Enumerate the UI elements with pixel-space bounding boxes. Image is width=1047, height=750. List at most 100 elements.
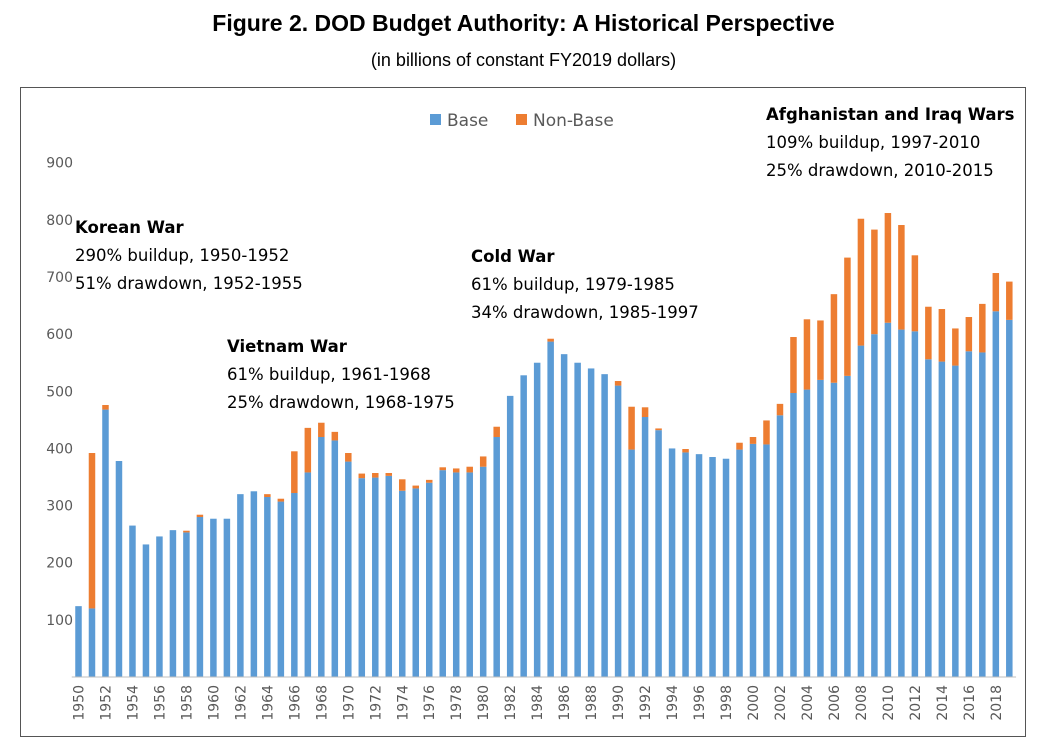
bar-base: [992, 311, 1000, 677]
bar-base: [911, 331, 919, 677]
bar-nonbase: [183, 530, 190, 533]
y-tick-label: 400: [46, 441, 73, 457]
bar-base: [790, 393, 797, 677]
x-tick-label: 1960: [206, 685, 222, 721]
bar-base: [452, 472, 460, 677]
bar-base: [560, 354, 568, 677]
x-tick-label: 1980: [476, 685, 492, 721]
x-tick-label: 1966: [287, 685, 303, 721]
bar-nonbase: [304, 427, 312, 473]
bar-base: [709, 457, 716, 677]
annotation-afghan-line1: 109% buildup, 1997-2010: [766, 133, 980, 152]
y-tick-label: 500: [46, 384, 73, 400]
x-tick-label: 1954: [125, 685, 141, 721]
annotation-afghan-title: Afghanistan and Iraq Wars: [766, 105, 1015, 124]
bar-base: [75, 606, 82, 677]
x-tick-label: 1974: [395, 685, 411, 721]
bar-nonbase: [277, 498, 285, 502]
bar-base: [304, 472, 312, 677]
bar-base: [439, 470, 446, 677]
bar-nonbase: [358, 473, 366, 479]
bar-nonbase: [817, 320, 824, 380]
bar-base: [372, 477, 379, 677]
y-tick-label: 700: [46, 270, 73, 286]
bar-base: [844, 375, 851, 677]
x-tick-label: 1994: [665, 685, 681, 721]
bar-base: [587, 368, 595, 677]
bar-nonbase: [844, 257, 851, 376]
bar-base: [938, 361, 946, 677]
bar-nonbase: [736, 442, 743, 450]
bar-nonbase: [614, 381, 622, 386]
x-tick-label: 1996: [692, 685, 708, 721]
bar-base: [830, 382, 838, 677]
bar-base: [547, 341, 554, 677]
bar-nonbase: [979, 303, 986, 353]
bar-nonbase: [641, 407, 649, 418]
bar-base: [614, 385, 622, 677]
legend-nonbase-swatch: [516, 114, 527, 125]
bar-nonbase: [749, 437, 757, 444]
bar-base: [88, 608, 96, 677]
bar-base: [857, 345, 865, 677]
bar-base: [641, 417, 649, 677]
annotation-vietnam-title: Vietnam War: [227, 337, 348, 356]
bar-nonbase: [763, 420, 770, 445]
bar-base: [385, 475, 393, 677]
bar-base: [237, 494, 244, 677]
x-tick-label: 1958: [179, 685, 195, 721]
annotation-afghanistan-iraq-wars: Afghanistan and Iraq Wars 109% buildup, …: [766, 105, 1015, 180]
bar-base: [722, 458, 730, 677]
figure-subtitle: (in billions of constant FY2019 dollars): [370, 50, 677, 70]
bar-nonbase: [196, 514, 204, 518]
bar-base: [533, 362, 541, 677]
bar-base: [655, 430, 662, 677]
bar-base: [264, 497, 271, 677]
x-tick-label: 1956: [152, 685, 168, 721]
bar-base: [952, 365, 959, 677]
bar-nonbase: [88, 453, 96, 609]
bar-nonbase: [493, 426, 500, 438]
bar-nonbase: [385, 473, 393, 476]
bar-nonbase: [264, 494, 271, 498]
bar-base: [331, 440, 339, 677]
bar-base: [884, 322, 892, 677]
bar-nonbase: [911, 255, 919, 332]
bar-nonbase: [1006, 281, 1013, 320]
bar-nonbase: [790, 337, 797, 394]
bar-nonbase: [952, 328, 959, 366]
bar-nonbase: [466, 466, 473, 473]
x-tick-label: 2000: [746, 685, 762, 721]
x-tick-label: 1976: [422, 685, 438, 721]
bar-nonbase: [399, 479, 406, 491]
bar-base: [129, 525, 136, 677]
annotation-vietnam-war: Vietnam War 61% buildup, 1961-1968 25% d…: [227, 337, 455, 412]
bar-nonbase: [938, 309, 946, 362]
bar-base: [102, 409, 109, 677]
bar-nonbase: [628, 406, 635, 450]
bar-base: [736, 449, 743, 677]
bar-base: [358, 478, 366, 677]
bar-base: [628, 449, 635, 677]
x-tick-label: 2012: [908, 685, 924, 721]
bar-nonbase: [776, 403, 784, 416]
x-tick-label: 2008: [854, 685, 870, 721]
bar-base: [318, 437, 325, 677]
y-axis-ticks: 100 200 300 400 500 600 700 800 900: [46, 156, 73, 629]
bar-base: [520, 375, 527, 677]
x-tick-label: 1992: [638, 685, 654, 721]
bar-base: [223, 518, 231, 677]
bar-nonbase: [425, 479, 433, 483]
x-tick-label: 2004: [800, 685, 816, 721]
annotation-vietnam-line1: 61% buildup, 1961-1968: [227, 365, 431, 384]
bar-nonbase: [871, 229, 878, 335]
bar-nonbase: [992, 273, 1000, 312]
x-tick-label: 2014: [935, 685, 951, 721]
annotation-cold-line1: 61% buildup, 1979-1985: [471, 275, 675, 294]
bar-base: [574, 362, 581, 677]
bar-base: [412, 488, 419, 677]
bar-nonbase: [965, 317, 973, 352]
bar-nonbase: [884, 213, 892, 323]
bar-nonbase: [291, 451, 298, 494]
annotation-cold-war: Cold War 61% buildup, 1979-1985 34% draw…: [471, 247, 699, 322]
